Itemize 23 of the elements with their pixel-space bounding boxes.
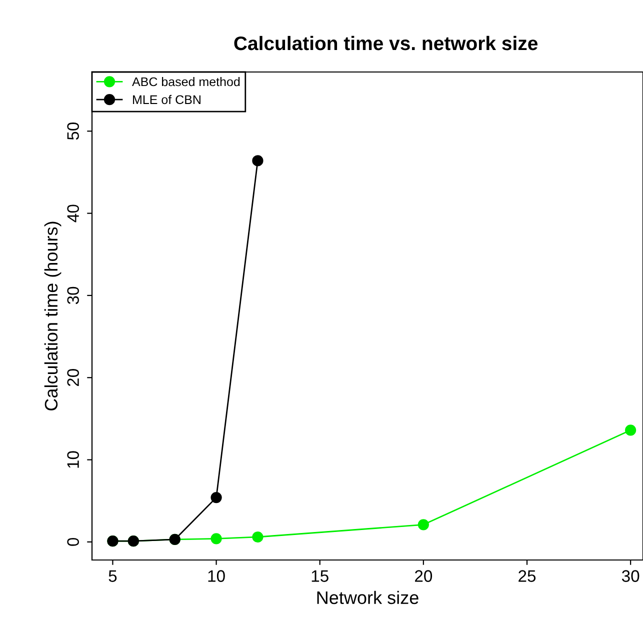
y-tick-label: 30: [67, 286, 79, 304]
legend-label: ABC based method: [132, 77, 240, 86]
point: [210, 492, 222, 504]
point: [252, 531, 264, 543]
x-tick-label: 25: [518, 570, 536, 582]
x-tick-label: 30: [622, 570, 640, 582]
y-tick-label: 10: [67, 451, 79, 468]
point: [625, 424, 636, 436]
x-axis-title: Network size: [317, 590, 418, 604]
y-axis-title: Calculation time (hours): [44, 222, 62, 410]
point: [210, 533, 222, 544]
x-tick-label: 5: [108, 570, 117, 582]
legend-label: MLE of CBN: [133, 94, 200, 104]
x-tick-label: 15: [312, 570, 328, 582]
y-tick-label: 40: [67, 204, 79, 222]
x-tick-label: 20: [415, 570, 432, 582]
chart-title: Calculation time vs. network size: [234, 36, 538, 50]
point: [252, 155, 264, 166]
y-tick-label: 20: [67, 369, 79, 386]
y-tick-label: 50: [67, 122, 79, 140]
x-tick-label: 10: [208, 570, 225, 582]
y-tick-label: 0: [67, 538, 79, 546]
point: [418, 519, 429, 530]
